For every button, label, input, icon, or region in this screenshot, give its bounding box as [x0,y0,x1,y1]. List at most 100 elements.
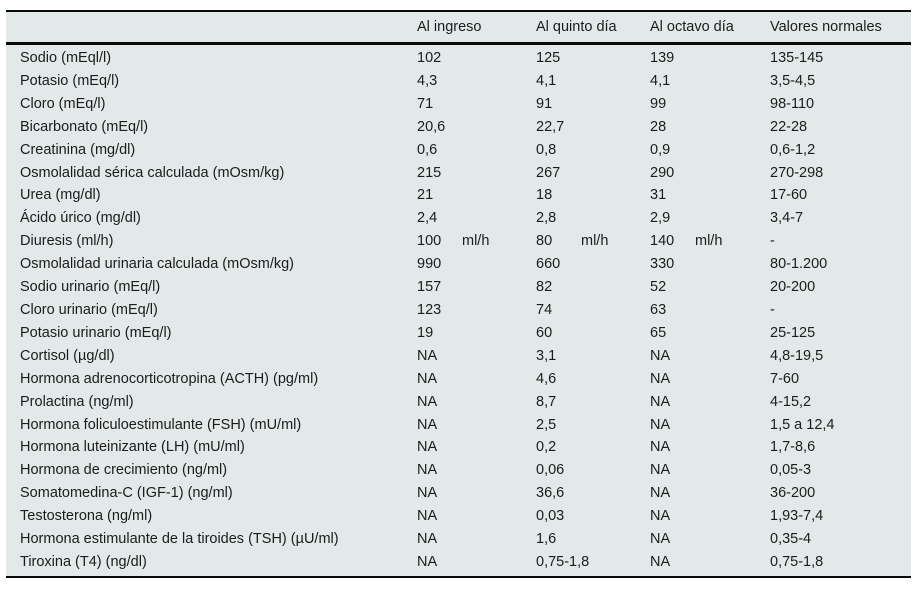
cell-value: 25-125 [770,324,816,341]
cell-number: 100 [417,233,442,250]
cell-value: 3,4-7 [770,210,804,227]
cell-value: 2,9 [650,210,671,227]
cell-value: 60 [536,324,553,341]
cell-value: 4,1 [650,72,671,89]
cell-value: 31 [650,187,667,204]
cell-value: NA [417,439,438,456]
table-row: Hormona adrenocorticotropina (ACTH) (pg/… [6,368,911,391]
cell-value: 1,93-7,4 [770,508,824,525]
cell-value: 99 [650,95,667,112]
row-label: Tiroxina (T4) (ng/dl) [20,553,147,570]
column-header-al-octavo-dia: Al octavo día [650,11,770,45]
cell-value: 102 [417,50,442,66]
row-label: Potasio urinario (mEq/l) [20,324,172,341]
cell-value: NA [650,393,671,410]
cell-value: 0,6 [417,141,438,158]
row-label: Urea (mg/dl) [20,187,101,204]
cell-value: NA [650,370,671,387]
row-label: Hormona estimulante de la tiroides (TSH)… [20,531,339,548]
cell-value: 17-60 [770,187,808,204]
cell-value: 215 [417,164,442,181]
cell-value: 80-1.200 [770,256,828,273]
cell-value: 135-145 [770,50,824,66]
cell-value: 36,6 [536,485,565,502]
cell-value: 157 [417,279,442,296]
row-label: Sodio urinario (mEq/l) [20,279,161,296]
table-row: Osmolalidad sérica calculada (mOsm/kg) 21… [6,162,911,185]
row-label: Prolactina (ng/ml) [20,393,134,410]
cell-value: 91 [536,95,553,112]
cell-value: 123 [417,301,442,318]
cell-value: 139 [650,50,675,66]
row-label: Cortisol (µg/dl) [20,347,115,364]
row-label: Diuresis (ml/h) [20,233,114,250]
table-row: Sodio (mEql/l) 102 125 139 135-145 [6,44,911,70]
cell-value: 1,5 a 12,4 [770,416,835,433]
cell-value: 4-15,2 [770,393,812,410]
table-row: Potasio urinario (mEq/l) 19 60 65 25-125 [6,322,911,345]
cell-value: NA [650,508,671,525]
row-label: Hormona adrenocorticotropina (ACTH) (pg/… [20,370,319,387]
cell-value: NA [417,508,438,525]
table-row: Bicarbonato (mEq/l) 20,6 22,7 28 22-28 [6,116,911,139]
cell-value: 36-200 [770,485,816,502]
row-label: Osmolalidad urinaria calculada (mOsm/kg) [20,256,294,273]
cell-value: 52 [650,279,667,296]
cell-value: 1,7-8,6 [770,439,816,456]
cell-value: 74 [536,301,553,318]
cell-value: NA [417,485,438,502]
cell-value: 1,6 [536,531,557,548]
cell-value: 71 [417,95,434,112]
table-row: Tiroxina (T4) (ng/dl) NA 0,75-1,8 NA 0,75-1,… [6,551,911,577]
cell-value: 0,03 [536,508,565,525]
row-label: Hormona foliculoestimulante (FSH) (mU/ml… [20,416,302,433]
cell-value: 82 [536,279,553,296]
table-row: Osmolalidad urinaria calculada (mOsm/kg)… [6,253,911,276]
row-label: Osmolalidad sérica calculada (mOsm/kg) [20,164,285,181]
cell-value: 4,1 [536,72,557,89]
cell-value: 0,2 [536,439,557,456]
row-label: Creatinina (mg/dl) [20,141,136,158]
lab-results-table-container: Al ingreso Al quinto día Al octavo día V… [6,10,911,578]
cell-value: 18 [536,187,553,204]
cell-value: NA [417,416,438,433]
cell-value: 0,75-1,8 [536,553,590,570]
cell-value: 8,7 [536,393,557,410]
cell-value: 0,35-4 [770,531,812,548]
cell-value: 660 [536,256,561,273]
cell-value: 0,06 [536,462,565,479]
cell-unit: ml/h [695,233,723,250]
cell-value: 19 [417,324,434,341]
cell-value: 0,6-1,2 [770,141,816,158]
row-label: Cloro (mEq/l) [20,95,106,112]
cell-value: 990 [417,256,442,273]
row-label: Potasio (mEq/l) [20,72,120,89]
row-label: Testosterona (ng/ml) [20,508,153,525]
cell-value: NA [650,347,671,364]
cell-value: 2,4 [417,210,438,227]
header-row: Al ingreso Al quinto día Al octavo día V… [6,11,911,45]
table-row: Hormona luteinizante (LH) (mU/ml) NA 0,2 NA… [6,436,911,459]
cell-value: 4,8-19,5 [770,347,824,364]
cell-value: NA [650,531,671,548]
column-header-al-ingreso: Al ingreso [417,11,536,45]
table-row: Hormona estimulante de la tiroides (TSH)… [6,528,911,551]
cell-unit: ml/h [581,233,609,250]
cell-value: NA [650,485,671,502]
cell-value: 270-298 [770,164,824,181]
cell-value: 2,8 [536,210,557,227]
table-row: Creatinina (mg/dl) 0,6 0,8 0,9 0,6-1,2 [6,139,911,162]
cell-value: 80 ml/h [536,230,650,253]
cell-value: 330 [650,256,675,273]
table-row: Cloro urinario (mEq/l) 123 74 63 - [6,299,911,322]
cell-value: 4,3 [417,72,438,89]
cell-value: 22,7 [536,118,565,135]
column-header-al-quinto-dia: Al quinto día [536,11,650,45]
table-row: Diuresis (ml/h) 100 ml/h 80 ml/h 140 ml/h - [6,230,911,253]
cell-value: NA [417,531,438,548]
row-label: Ácido úrico (mg/dl) [20,210,141,227]
cell-number: 80 [536,233,553,250]
cell-value: 3,1 [536,347,557,364]
cell-value: 20-200 [770,279,816,296]
